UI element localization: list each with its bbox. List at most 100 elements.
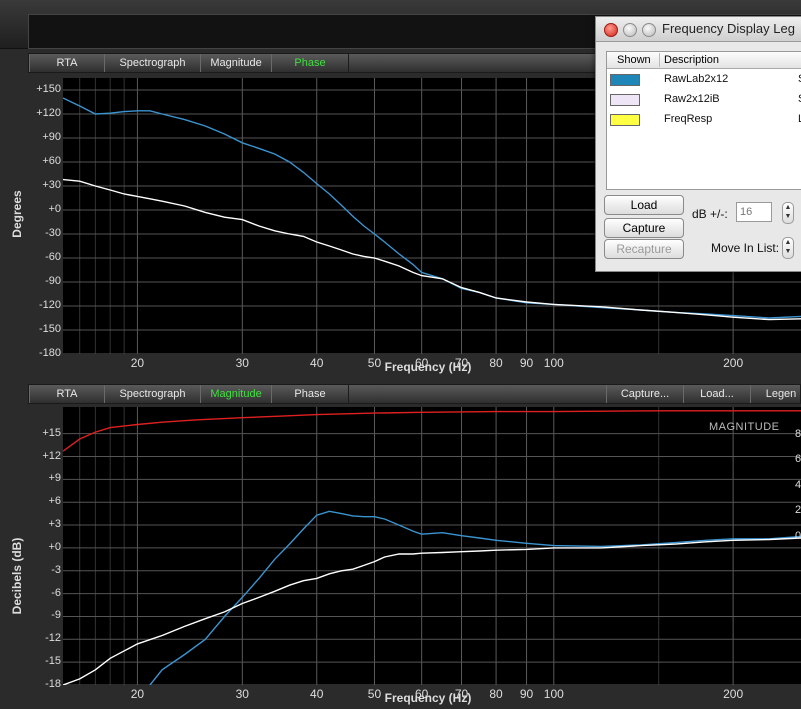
bottom-tab-phase[interactable]: Phase: [271, 385, 349, 403]
bot-x-tick: 50: [367, 687, 382, 701]
bot-y-tick: +12: [42, 449, 61, 462]
bot-y-tick: -3: [51, 563, 61, 576]
legend-description: Raw2x12iB: [664, 93, 720, 105]
column-header-description[interactable]: Description: [659, 53, 719, 67]
legend-window-titlebar[interactable]: Frequency Display Leg: [596, 17, 801, 42]
bot-right-tick: 2: [795, 504, 801, 516]
bottom-x-axis-title: Frequency (Hz): [384, 691, 472, 705]
top-y-tick: +90: [42, 131, 61, 143]
top-y-tick: -180: [38, 347, 61, 359]
bottom-tab-spectrograph[interactable]: Spectrograph: [104, 385, 201, 403]
top-y-tick: -60: [45, 251, 61, 263]
bot-right-tick: 4: [795, 479, 801, 491]
legend-table: Shown Description RawLab2x12SRaw2x12iBSF…: [606, 51, 801, 190]
bot-y-tick: +3: [48, 518, 61, 531]
legend-load-button[interactable]: Load: [604, 195, 684, 215]
legend-color-swatch[interactable]: [610, 74, 640, 86]
top-x-axis-title: Frequency (Hz): [384, 360, 472, 374]
bot-y-tick: -9: [51, 609, 61, 622]
frequency-display-legend-window: Frequency Display Leg Shown Description …: [595, 16, 801, 272]
column-header-shown[interactable]: Shown: [617, 54, 651, 66]
legend-row[interactable]: FreqResp L: [607, 110, 801, 130]
top-x-tick: 80: [489, 356, 503, 370]
top-x-tick: 30: [235, 356, 249, 370]
bot-right-tick: 0: [795, 530, 801, 542]
bot-y-tick: +9: [48, 472, 61, 485]
stepper-down-icon[interactable]: ▼: [784, 213, 792, 220]
bot-y-tick: -6: [51, 586, 61, 599]
stepper-up-icon[interactable]: ▲: [784, 204, 792, 211]
magnitude-plot[interactable]: [63, 407, 801, 685]
bot-y-tick: -12: [45, 632, 61, 645]
db-range-label: dB +/-:: [692, 207, 728, 221]
top-tab-rta[interactable]: RTA: [29, 54, 105, 72]
legend-row-truncated-column: L: [798, 113, 801, 125]
db-range-field[interactable]: 16: [736, 202, 772, 222]
bottom-y-axis-title: Decibels (dB): [10, 537, 24, 615]
legend-row[interactable]: Raw2x12iB S: [607, 90, 801, 110]
bot-x-tick: 70: [454, 687, 469, 701]
bot-x-tick: 100: [543, 687, 564, 701]
bot-y-tick: +0: [48, 540, 61, 553]
top-y-tick: -30: [45, 227, 61, 239]
top-y-tick: -150: [38, 323, 61, 335]
legend-row-truncated-column: S: [798, 93, 801, 105]
bot-x-tick: 60: [414, 687, 429, 701]
close-icon[interactable]: [604, 23, 618, 37]
bot-right-tick: 8: [795, 428, 801, 440]
bot-y-tick: -15: [45, 655, 61, 668]
bot-y-tick: +15: [42, 426, 61, 439]
top-y-tick: +120: [36, 107, 61, 119]
top-y-axis-title: Degrees: [10, 190, 24, 238]
top-tab-magnitude[interactable]: Magnitude: [200, 54, 272, 72]
bot-series-freqresp: [63, 410, 801, 452]
magnitude-overlay-label: MAGNITUDE: [709, 421, 780, 433]
legend-description: FreqResp: [664, 113, 713, 125]
legend-recapture-button[interactable]: Recapture: [604, 239, 684, 259]
bot-y-tick: +6: [48, 495, 61, 508]
load-button[interactable]: Load...: [683, 385, 751, 403]
top-x-tick: 70: [454, 356, 469, 370]
bot-series-rawlab2x12: [149, 510, 801, 685]
bot-x-tick: 90: [519, 687, 534, 701]
legend-color-swatch[interactable]: [610, 94, 640, 106]
top-x-tick: 100: [543, 356, 564, 370]
bot-x-tick: 40: [310, 687, 324, 701]
move-down-icon[interactable]: ▼: [784, 248, 792, 255]
bot-series-raw2x12ib: [63, 537, 801, 685]
bottom-tab-magnitude[interactable]: Magnitude: [200, 385, 272, 403]
zoom-icon[interactable]: [642, 23, 656, 37]
top-x-tick: 200: [723, 356, 744, 370]
top-y-tick: +60: [42, 155, 61, 167]
top-tab-phase[interactable]: Phase: [271, 54, 349, 72]
bottom-tab-rta[interactable]: RTA: [29, 385, 105, 403]
legend-window-title: Frequency Display Leg: [662, 21, 795, 36]
move-in-list-stepper[interactable]: ▲ ▼: [782, 237, 794, 259]
top-tab-spectrograph[interactable]: Spectrograph: [104, 54, 201, 72]
move-up-icon[interactable]: ▲: [784, 239, 792, 246]
top-y-tick: -120: [38, 299, 61, 311]
bot-x-tick: 30: [235, 687, 249, 701]
bot-x-tick: 200: [723, 687, 744, 701]
legend-row[interactable]: RawLab2x12 S: [607, 70, 801, 90]
top-y-tick: -90: [45, 275, 61, 287]
top-y-tick: +30: [42, 179, 61, 191]
top-x-tick: 90: [519, 356, 534, 370]
top-x-tick: 50: [367, 356, 382, 370]
move-in-list-label: Move In List:: [711, 241, 780, 255]
bot-x-tick: 80: [489, 687, 503, 701]
phase-plot-svg: [63, 78, 801, 354]
legend-capture-button[interactable]: Capture: [604, 218, 684, 238]
bot-y-tick: -18: [45, 678, 61, 690]
minimize-icon[interactable]: [623, 23, 637, 37]
top-x-tick: 20: [130, 356, 145, 370]
bot-x-tick: 20: [130, 687, 145, 701]
top-x-tick: 40: [310, 356, 324, 370]
top-y-tick: +0: [48, 203, 61, 215]
capture-button[interactable]: Capture...: [606, 385, 684, 403]
legend-button[interactable]: Legen: [750, 385, 801, 403]
legend-table-header: Shown Description: [607, 52, 801, 69]
bottom-plot-tabbar: RTA Spectrograph Magnitude Phase Capture…: [28, 384, 801, 404]
legend-color-swatch[interactable]: [610, 114, 640, 126]
db-range-stepper[interactable]: ▲ ▼: [782, 202, 794, 224]
